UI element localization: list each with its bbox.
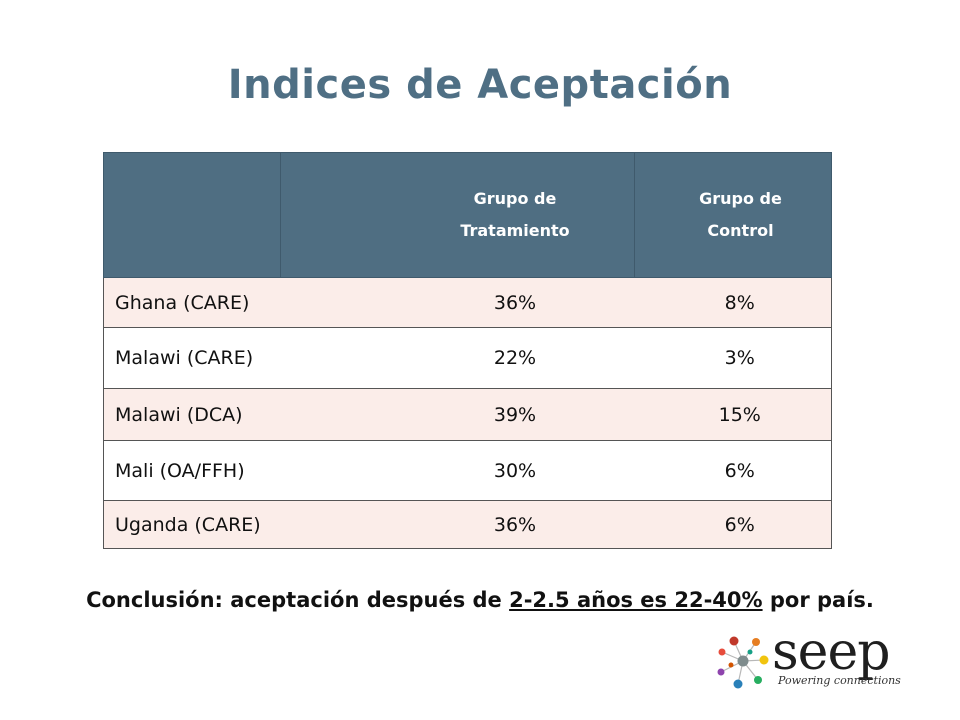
- control-value: 8%: [634, 277, 832, 328]
- row-label: Mali (OA/FFH): [103, 440, 281, 501]
- treatment-value: 39%: [280, 388, 635, 441]
- row-label: Ghana (CARE): [103, 277, 281, 328]
- conclusion-prefix: Conclusión: aceptación después de: [86, 588, 510, 612]
- seep-tagline: Powering connections: [778, 674, 901, 687]
- header-treatment-line1: Grupo de: [473, 189, 557, 208]
- header-control-group: Grupo de Control: [634, 152, 832, 278]
- treatment-value: 36%: [280, 500, 635, 549]
- header-treatment-line2: Tratamiento: [460, 221, 570, 240]
- control-value: 6%: [634, 500, 832, 549]
- conclusion-underlined: 2-2.5 años es 22-40%: [509, 588, 763, 612]
- treatment-value: 36%: [280, 277, 635, 328]
- treatment-value: 30%: [280, 440, 635, 501]
- header-control-line1: Grupo de: [699, 189, 782, 208]
- header-blank-cell: [103, 152, 281, 278]
- seep-logo: seep Powering connections: [714, 622, 914, 696]
- acceptance-table: Grupo de Tratamiento Grupo de Control Gh…: [103, 152, 832, 549]
- seep-wordmark: seep: [772, 622, 891, 682]
- row-label: Uganda (CARE): [103, 500, 281, 549]
- table-row: Uganda (CARE) 36% 6%: [103, 500, 832, 549]
- treatment-value: 22%: [280, 327, 635, 389]
- table-row: Ghana (CARE) 36% 8%: [103, 277, 832, 328]
- header-treatment-group: Grupo de Tratamiento: [280, 152, 635, 278]
- control-value: 6%: [634, 440, 832, 501]
- slide-title: Indices de Aceptación: [227, 62, 733, 108]
- table-row: Mali (OA/FFH) 30% 6%: [103, 440, 832, 501]
- table-row: Malawi (DCA) 39% 15%: [103, 388, 832, 441]
- control-value: 3%: [634, 327, 832, 389]
- table-row: Malawi (CARE) 22% 3%: [103, 327, 832, 389]
- control-value: 15%: [634, 388, 832, 441]
- row-label: Malawi (DCA): [103, 388, 281, 441]
- conclusion-text: Conclusión: aceptación después de 2-2.5 …: [0, 588, 960, 612]
- conclusion-suffix: por país.: [762, 588, 874, 612]
- row-label: Malawi (CARE): [103, 327, 281, 389]
- table-header-row: Grupo de Tratamiento Grupo de Control: [103, 152, 832, 278]
- seep-network-dots-icon: [717, 636, 769, 689]
- header-control-line2: Control: [707, 221, 774, 240]
